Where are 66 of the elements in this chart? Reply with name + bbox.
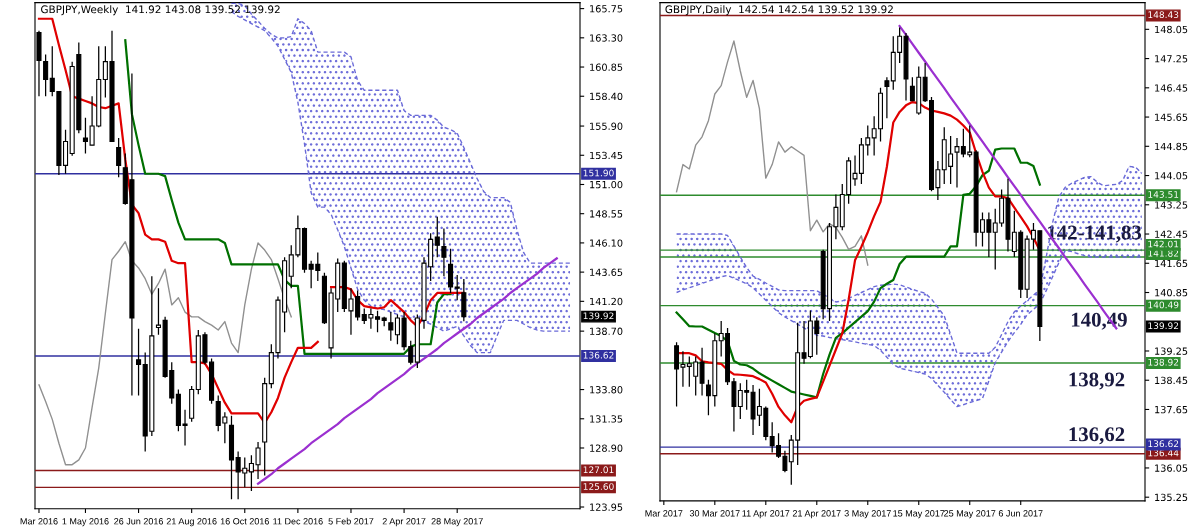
x-tick-label: 1 May 2016	[62, 518, 109, 527]
chart-title: GBPJPY,Weekly 141.92 143.08 139.52 139.92	[41, 5, 280, 16]
x-tick-label: Mar 2016	[20, 518, 58, 525]
x-tick-label: 6 Jun 2017	[998, 510, 1043, 517]
y-tick-label: 147.25	[1155, 55, 1188, 63]
y-tick-label: 144.05	[1155, 172, 1188, 180]
x-tick-label: 21 Apr 2017	[792, 510, 841, 519]
x-tick-label: 11 Dec 2016	[273, 518, 323, 525]
y-tick-label: 145.65	[1155, 113, 1188, 121]
y-tick-label: 160.85	[590, 63, 623, 71]
annotation: 138,92	[1069, 372, 1125, 390]
ref-line-label: 136.44	[1148, 449, 1179, 457]
y-tick-label: 146.10	[590, 239, 623, 247]
ref-line-label: 143.51	[1148, 191, 1179, 198]
y-tick-label: 153.45	[590, 151, 623, 160]
x-tick-label: 2 Apr 2017	[382, 518, 426, 527]
ref-line-label: 136.62	[583, 351, 614, 359]
x-tick-label: 30 Mar 2017	[689, 510, 740, 517]
x-tick-label: 15 May 2017	[893, 510, 945, 519]
y-tick-label: 138.45	[1155, 376, 1188, 385]
ref-line-label: 148.43	[1148, 11, 1179, 19]
ref-line-label: 127.01	[583, 466, 614, 474]
y-tick-label: 123.95	[590, 503, 623, 511]
x-tick-label: 26 Jun 2016	[114, 518, 164, 525]
y-tick-label: 155.90	[590, 122, 623, 130]
y-tick-label: 138.70	[590, 327, 623, 335]
text: 139.92	[1148, 322, 1179, 330]
y-tick-label: 148.55	[590, 210, 623, 218]
y-tick-label: 148.05	[1155, 25, 1188, 34]
y-tick-label: 142.45	[1155, 230, 1188, 238]
y-tick-label: 139.25	[1155, 347, 1188, 355]
y-tick-label: 143.25	[1155, 201, 1188, 209]
y-tick-label: 140.85	[1155, 288, 1188, 297]
y-tick-label: 131.35	[590, 415, 623, 423]
y-tick-label: 146.45	[1155, 84, 1188, 92]
x-tick-label: Mar 2017	[645, 510, 683, 517]
annotation: 136,62	[1069, 427, 1125, 445]
ref-line-label: 136.62	[1148, 440, 1179, 448]
ref-line-label: 125.60	[583, 483, 614, 490]
y-tick-label: 136.05	[1155, 464, 1188, 472]
y-tick-label: 163.30	[590, 34, 623, 42]
y-tick-label: 128.90	[590, 444, 623, 452]
y-tick-label: 133.80	[590, 386, 623, 394]
x-tick-label: 5 Feb 2017	[328, 517, 374, 525]
x-tick-label: 16 Oct 2016	[220, 518, 269, 525]
x-tick-label: 21 Aug 2016	[166, 518, 217, 527]
y-tick-label: 143.65	[590, 268, 623, 276]
y-tick-label: 141.20	[590, 297, 623, 306]
ref-line-label: 142.01	[1148, 240, 1179, 248]
ref-line-label: 141.82	[1148, 249, 1179, 257]
text: 139.92	[583, 312, 614, 320]
y-tick-label: 144.85	[1155, 142, 1188, 151]
ref-line-label: 140.49	[1148, 301, 1179, 309]
y-tick-label: 165.75	[590, 5, 623, 13]
x-tick-label: 25 May 2017	[944, 510, 996, 519]
chart-title: GBPJPY,Daily 142.54 142.54 139.52 139.92	[665, 5, 893, 16]
y-tick-label: 135.25	[1155, 493, 1188, 502]
y-tick-label: 151.00	[590, 180, 623, 189]
ref-line-label: 138.92	[1148, 358, 1179, 366]
y-tick-label: 158.40	[590, 92, 623, 101]
y-tick-label: 141.65	[1155, 259, 1188, 268]
x-tick-label: 28 May 2017	[431, 518, 483, 527]
x-tick-label: 11 Apr 2017	[742, 510, 790, 519]
y-tick-label: 137.65	[1155, 405, 1188, 414]
ref-line-label: 151.90	[583, 169, 614, 177]
x-tick-label: 3 May 2017	[844, 510, 891, 519]
